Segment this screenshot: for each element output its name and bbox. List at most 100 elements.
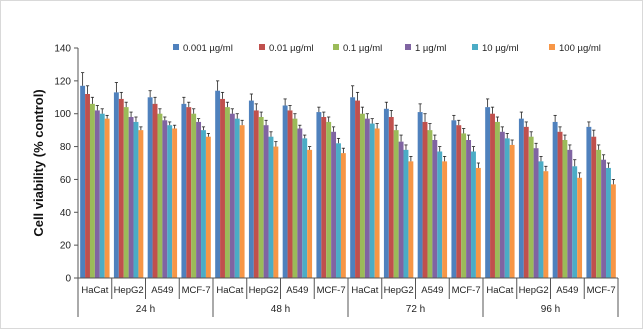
bar (152, 103, 158, 278)
bar (359, 113, 365, 279)
bar (601, 159, 607, 278)
bar (138, 130, 144, 278)
legend: 0.001 µg/ml 0.01 µg/ml 0.1 µg/ml 1 µg/ml 10 … (173, 43, 601, 54)
bar (268, 136, 274, 278)
bar (427, 130, 433, 278)
bar (557, 131, 563, 278)
bar (403, 149, 409, 278)
y-tick-label: 60 (60, 175, 72, 186)
bar (316, 112, 322, 278)
y-tick-label: 20 (60, 241, 72, 252)
bar (113, 92, 119, 278)
bar (80, 85, 86, 278)
bar (201, 130, 206, 278)
y-tick-label: 120 (54, 76, 71, 87)
bar (518, 118, 524, 278)
bar (417, 112, 423, 278)
bar (307, 149, 313, 278)
x-tick-label: HepG2 (519, 285, 549, 296)
bar (577, 177, 583, 278)
legend-label: 0.01 µg/ml (269, 43, 314, 54)
bar (196, 121, 202, 279)
x-group-label: 72 h (406, 304, 425, 315)
bar (220, 98, 225, 279)
bar (186, 107, 192, 278)
bar (591, 136, 597, 278)
bar (432, 140, 438, 278)
bar (504, 138, 510, 278)
error-bars-layer (81, 72, 615, 185)
bar (234, 118, 240, 278)
bar (562, 140, 568, 278)
bar (287, 110, 293, 279)
bar (552, 121, 558, 279)
bar (567, 149, 573, 278)
bar (133, 121, 139, 279)
bar (437, 151, 443, 278)
bar (374, 128, 380, 278)
legend-label: 100 µg/ml (559, 43, 601, 54)
bar (461, 133, 467, 278)
legend-swatch (333, 44, 339, 50)
bar (229, 113, 235, 279)
bar (94, 110, 100, 279)
bar (364, 118, 370, 278)
x-tick-label: HaCat (81, 285, 108, 296)
bar (475, 167, 481, 278)
bar (572, 166, 578, 278)
bar (297, 128, 303, 278)
bar (326, 121, 332, 279)
bar (128, 117, 134, 278)
legend-swatch (549, 44, 555, 50)
legend-swatch (472, 44, 478, 50)
x-tick-label: A549 (421, 285, 443, 296)
x-tick-label: A549 (286, 285, 308, 296)
bar (533, 148, 539, 278)
bar (466, 140, 472, 278)
x-tick-label: HaCat (351, 285, 378, 296)
bar (509, 144, 515, 278)
bar (494, 121, 500, 279)
legend-swatch (259, 44, 265, 50)
bar (596, 149, 602, 278)
y-tick-label: 80 (60, 142, 72, 153)
bar (258, 117, 264, 278)
bar (383, 108, 389, 278)
bar (239, 125, 245, 279)
bar (263, 125, 269, 279)
x-group-label: 96 h (541, 304, 560, 315)
y-tick-label: 140 (54, 44, 71, 55)
bar (442, 161, 448, 278)
bar (302, 138, 308, 278)
bar (528, 136, 534, 278)
bar (610, 184, 616, 278)
bar (388, 117, 394, 278)
bar (336, 143, 341, 278)
axes-layer (74, 47, 619, 317)
x-tick-label: MCF-7 (452, 285, 481, 296)
bar (408, 161, 414, 278)
x-tick-label: HepG2 (384, 285, 414, 296)
bar (172, 128, 178, 278)
y-tick-label: 100 (54, 109, 71, 120)
bar (393, 130, 399, 278)
bar (398, 141, 404, 278)
x-group-label: 24 h (136, 304, 155, 315)
bar (350, 97, 356, 278)
bar (147, 97, 153, 278)
bar (191, 113, 197, 279)
bar (355, 100, 360, 278)
bar (123, 107, 129, 278)
bar (485, 107, 491, 278)
x-tick-label: MCF-7 (587, 285, 616, 296)
bar (292, 118, 298, 278)
legend-label: 1 µg/ml (415, 43, 446, 54)
y-tick-label: 0 (65, 274, 71, 285)
legend-swatch (173, 44, 179, 50)
legend-label: 10 µg/ml (482, 43, 519, 54)
bar (331, 131, 337, 278)
bar (586, 126, 592, 278)
bar (215, 90, 221, 279)
bar (606, 167, 611, 278)
